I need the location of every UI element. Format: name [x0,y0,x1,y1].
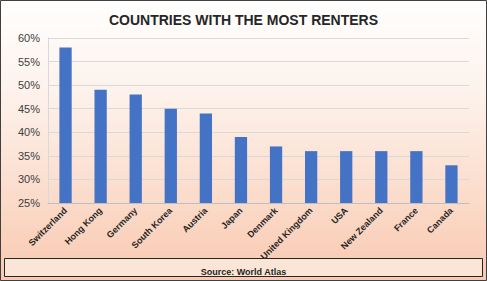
svg-text:50%: 50% [18,79,40,91]
svg-text:Source: World Atlas: Source: World Atlas [201,267,287,277]
svg-text:25%: 25% [18,197,40,209]
svg-text:South Korea: South Korea [129,205,175,251]
svg-text:Japan: Japan [219,205,244,230]
svg-text:COUNTRIES WITH THE MOST RENTER: COUNTRIES WITH THE MOST RENTERS [109,12,378,28]
svg-text:USA: USA [329,205,350,226]
svg-text:Austria: Austria [180,205,210,235]
svg-text:Germany: Germany [105,205,140,240]
svg-text:60%: 60% [18,32,40,44]
svg-text:United Kingdom: United Kingdom [259,205,315,261]
svg-text:France: France [392,205,420,233]
svg-text:Hong Kong: Hong Kong [63,205,104,246]
svg-text:55%: 55% [18,56,40,68]
svg-text:New Zealand: New Zealand [339,205,385,251]
svg-text:40%: 40% [18,126,40,138]
svg-text:Switzerland: Switzerland [27,205,69,247]
svg-text:Denmark: Denmark [245,205,279,239]
svg-text:30%: 30% [18,173,40,185]
svg-text:Canada: Canada [425,205,456,236]
svg-text:35%: 35% [18,150,40,162]
svg-text:45%: 45% [18,103,40,115]
